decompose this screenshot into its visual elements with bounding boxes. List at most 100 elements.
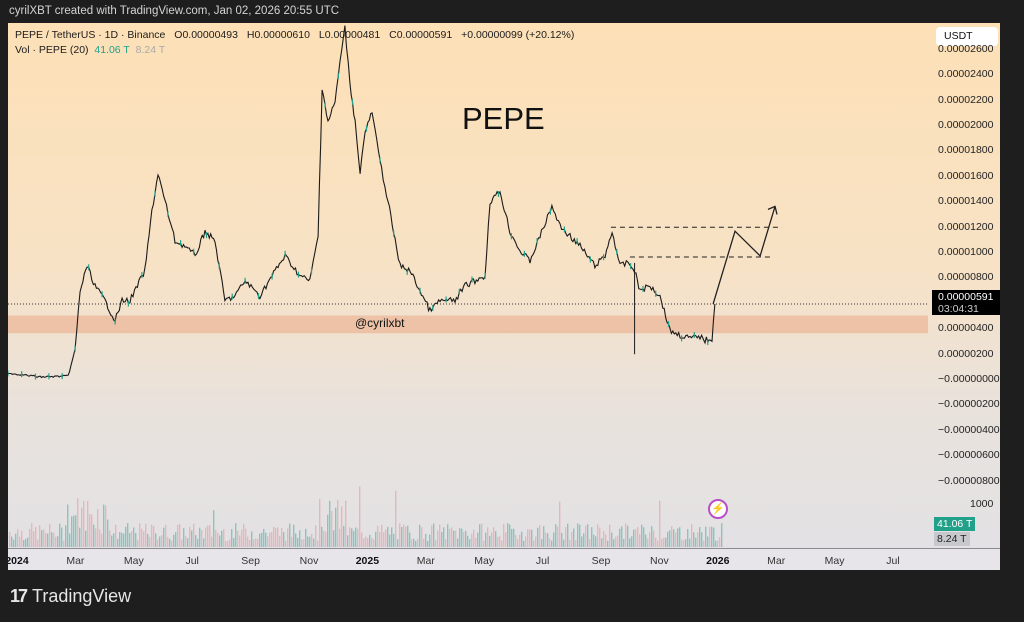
volume-bar xyxy=(361,532,363,547)
volume-bar xyxy=(235,523,237,547)
volume-bar xyxy=(203,538,205,547)
volume-bar xyxy=(137,540,139,547)
volume-bar xyxy=(207,525,209,547)
chart-caption: cyrilXBT created with TradingView.com, J… xyxy=(9,5,340,17)
time-axis-tick: May xyxy=(123,555,144,567)
volume-bar xyxy=(195,534,197,547)
time-axis-tick: 2024 xyxy=(8,555,29,567)
volume-bar xyxy=(527,529,529,547)
volume-bar xyxy=(61,527,63,547)
volume-bar xyxy=(165,524,167,547)
volume-bar xyxy=(577,523,579,547)
price-axis-tick: 0.00000200 xyxy=(938,347,994,360)
price-axis-tick: 0.00002400 xyxy=(938,68,994,81)
volume-bar xyxy=(81,507,83,547)
currency-button[interactable]: USDT xyxy=(936,27,998,46)
time-axis[interactable]: 2024 Mar May Jul Sep Nov 2025 Mar May Jul Sep Nov 20… xyxy=(8,548,1000,570)
volume-bar xyxy=(201,530,203,547)
volume-bar xyxy=(333,530,335,547)
volume-bar xyxy=(409,532,411,547)
volume-bar xyxy=(145,523,147,547)
price-axis-tick: −0.00000200 xyxy=(938,398,1000,411)
low-value: L0.00000481 xyxy=(318,29,381,41)
volume-bar xyxy=(67,504,69,547)
volume-bar xyxy=(9,532,11,547)
volume-legend: Vol · PEPE (20) 41.06 T 8.24 T xyxy=(15,44,165,56)
volume-bar xyxy=(213,510,215,547)
current-price: 0.00000591 xyxy=(938,291,994,303)
volume-bar xyxy=(561,532,563,547)
volume-bar xyxy=(407,525,409,547)
volume-bar xyxy=(19,536,21,547)
volume-bar xyxy=(639,534,641,547)
volume-bar xyxy=(403,524,405,547)
time-axis-tick: Mar xyxy=(416,555,435,567)
volume-bar xyxy=(455,530,457,547)
volume-bar xyxy=(55,536,57,547)
projection-arrowhead xyxy=(767,205,778,215)
volume-bar xyxy=(271,532,273,547)
price-axis-tick: 0.00000800 xyxy=(938,271,994,284)
volume-bar xyxy=(649,532,651,547)
volume-bar xyxy=(197,538,199,547)
volume-bar xyxy=(415,540,417,547)
open-value: O0.00000493 xyxy=(174,29,238,41)
volume-bar xyxy=(613,539,615,547)
volume-bar xyxy=(359,486,361,547)
volume-bar xyxy=(31,523,33,547)
volume-bar xyxy=(51,532,53,547)
tradingview-logo[interactable]: 17 TradingView xyxy=(10,586,131,607)
volume-bar xyxy=(79,527,81,547)
volume-bar xyxy=(627,525,629,547)
volume-bar xyxy=(267,536,269,547)
volume-bar xyxy=(609,524,611,547)
lightning-icon[interactable]: ⚡ xyxy=(708,499,728,519)
price-chart[interactable] xyxy=(8,23,1000,570)
volume-bar xyxy=(489,535,491,547)
volume-bar xyxy=(85,530,87,547)
chart-frame[interactable]: PEPE / TetherUS · 1D · Binance O0.000004… xyxy=(8,23,1000,570)
volume-bar xyxy=(215,529,217,547)
time-axis-tick: May xyxy=(474,555,495,567)
volume-bar xyxy=(453,530,455,547)
volume-bar xyxy=(423,538,425,547)
volume-bar xyxy=(175,532,177,547)
volume-bar xyxy=(637,527,639,547)
volume-bar xyxy=(593,534,595,547)
volume-bar xyxy=(397,539,399,547)
symbol-name[interactable]: PEPE / TetherUS · 1D · Binance xyxy=(15,29,166,41)
volume-bar xyxy=(349,527,351,547)
volume-bar xyxy=(721,523,723,547)
volume-bar xyxy=(687,529,689,547)
volume-bar xyxy=(89,514,91,547)
volume-bar xyxy=(205,527,207,547)
volume-bar xyxy=(671,526,673,547)
volume-bar xyxy=(47,533,49,547)
volume-bar xyxy=(465,530,467,547)
price-axis-tick: 0.00001800 xyxy=(938,144,994,157)
volume-bar xyxy=(675,532,677,547)
volume-bar xyxy=(159,536,161,547)
volume-bar xyxy=(115,524,117,547)
volume-bar xyxy=(295,533,297,547)
time-axis-tick: 2026 xyxy=(706,555,730,567)
volume-bar xyxy=(693,532,695,547)
volume-bar xyxy=(87,500,89,547)
volume-bar xyxy=(173,534,175,547)
volume-bar xyxy=(325,531,327,547)
volume-ma-value: 8.24 T xyxy=(135,44,166,56)
volume-ma-marker: 8.24 T xyxy=(934,532,970,546)
volume-bar xyxy=(529,529,531,547)
volume-bar xyxy=(231,528,233,547)
volume-bar xyxy=(431,525,433,547)
volume-bar xyxy=(615,536,617,547)
volume-bar xyxy=(355,527,357,547)
volume-bar xyxy=(695,537,697,547)
volume-bar xyxy=(477,532,479,547)
volume-bar xyxy=(449,528,451,547)
volume-bar xyxy=(181,539,183,547)
volume-indicator-name[interactable]: Vol · PEPE (20) xyxy=(15,44,89,56)
volume-bar xyxy=(547,533,549,547)
current-price-label: 0.00000591 03:04:31 xyxy=(932,290,1000,315)
volume-bar xyxy=(103,504,105,547)
